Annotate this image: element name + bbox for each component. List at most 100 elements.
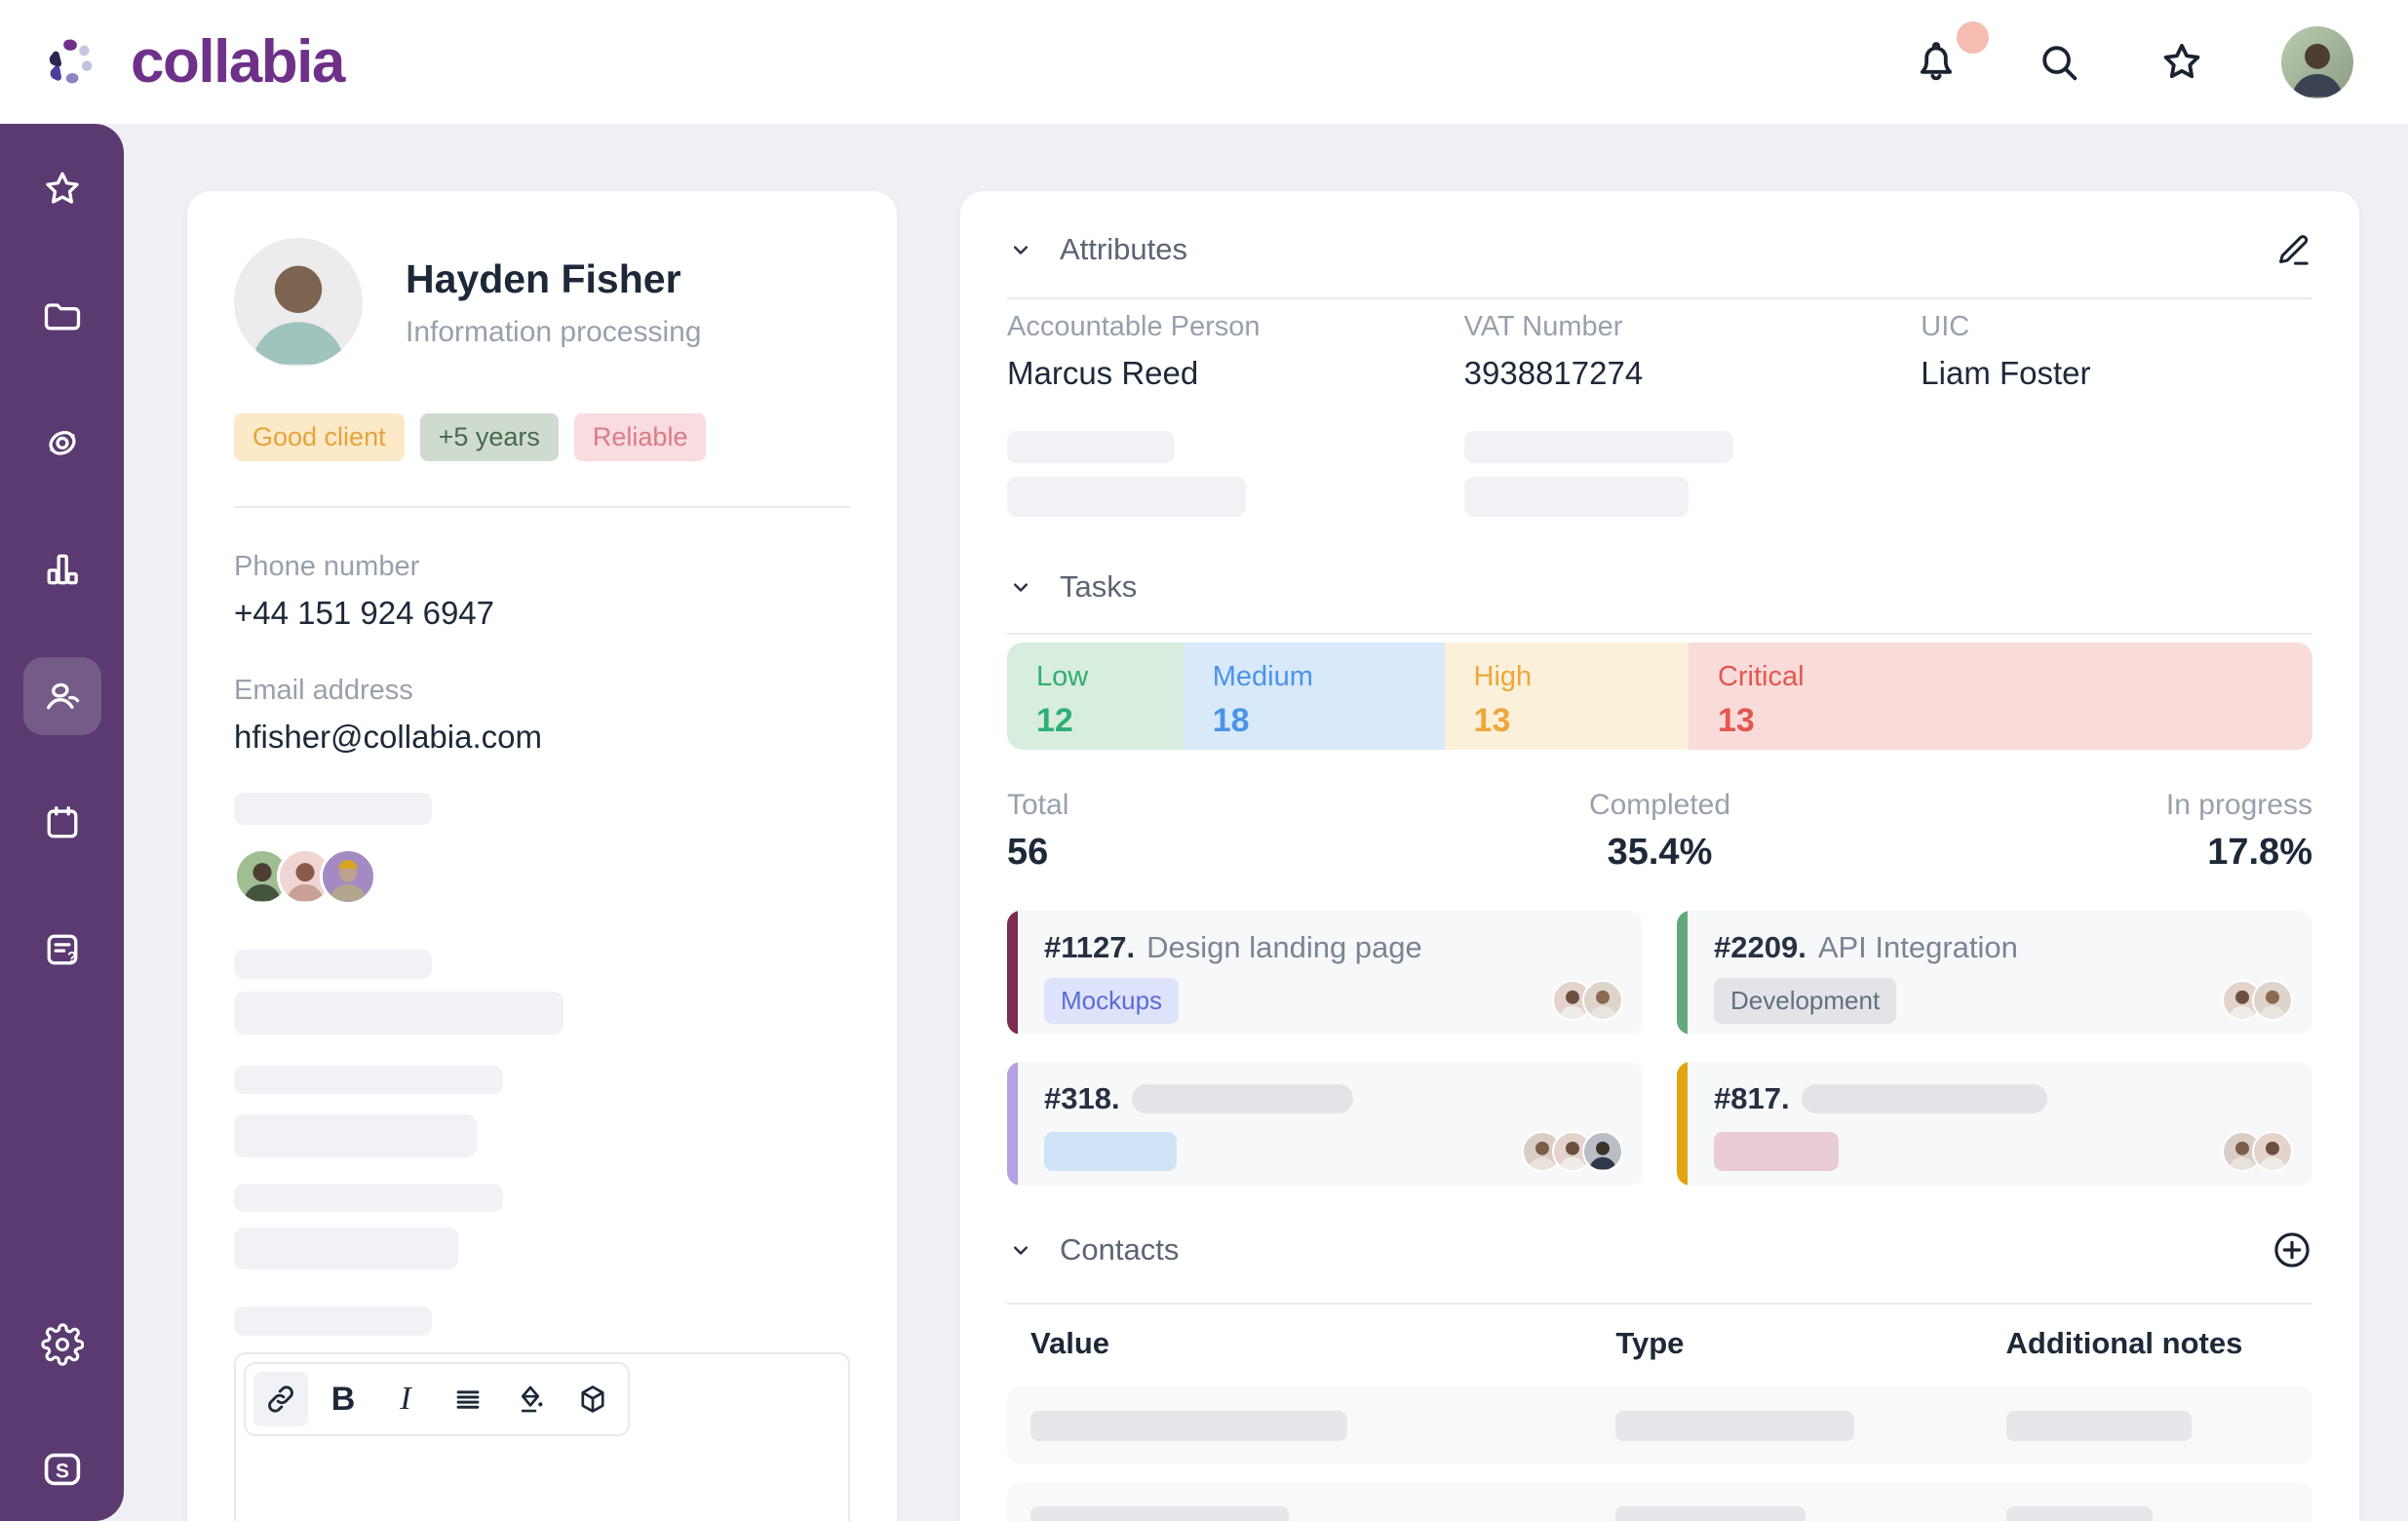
task-id: #1127. (1044, 930, 1136, 964)
divider (234, 506, 850, 508)
task-card-1127[interactable]: #1127. Design landing page Mockups (1007, 911, 1643, 1034)
task-card-318[interactable]: #318. (1007, 1062, 1643, 1186)
task-title: #1127. Design landing page (1044, 930, 1615, 965)
pencil-icon (2279, 235, 2309, 265)
task-title: #318. (1044, 1081, 1615, 1116)
column-value: Value (1030, 1326, 1109, 1360)
sidebar-item-surveys[interactable]: ? (23, 911, 101, 989)
bold-icon: B (330, 1380, 356, 1418)
stat-in-progress: In progress 17.8% (1878, 789, 2312, 874)
skeleton-bar (1615, 1505, 1806, 1521)
notes-editor[interactable]: B I (234, 1352, 850, 1521)
user-avatar[interactable] (2281, 25, 2353, 98)
sidebar-item-favorites[interactable] (23, 150, 101, 228)
header-actions (1913, 20, 2353, 98)
chevron-down-icon (1013, 583, 1029, 592)
notifications-button[interactable] (1913, 20, 1989, 86)
bar-chart-icon (47, 554, 78, 585)
add-contact-button[interactable] (2272, 1229, 2312, 1270)
task-card-2209[interactable]: #2209. API Integration Development (1677, 911, 2312, 1034)
attribute-label: VAT Number (1463, 311, 1623, 342)
attributes-section: Attributes Accountable Person Marcus Ree… (1007, 230, 2312, 517)
calendar-icon (47, 805, 77, 838)
priority-label: Low (1036, 661, 1089, 692)
sidebar-item-calendar[interactable] (23, 784, 101, 862)
divider (1007, 297, 2312, 299)
link-button[interactable] (253, 1372, 308, 1426)
priority-high: High 13 (1444, 643, 1689, 750)
column-type: Type (1615, 1326, 1685, 1360)
task-accent-bar (1677, 911, 1688, 1034)
tasks-stats: Total 56 Completed 35.4% In progress 17.… (1007, 789, 2312, 874)
search-icon (2042, 45, 2078, 80)
contact-row-skeleton (1007, 1482, 2312, 1521)
fill-color-button[interactable] (503, 1372, 558, 1426)
skeleton-bar (1615, 1410, 1855, 1441)
chevron-down-icon (1013, 1246, 1029, 1255)
edit-attributes-button[interactable] (2273, 230, 2312, 269)
attribute-label: UIC (1921, 311, 1970, 342)
sidebar-item-clients[interactable] (22, 657, 101, 735)
attribute-label: Accountable Person (1007, 311, 1261, 342)
task-accent-bar (1677, 1062, 1688, 1186)
skeleton-bar (1463, 477, 1689, 517)
s-badge-icon: S (44, 1453, 80, 1486)
skeleton-task-name (1801, 1084, 2047, 1113)
italic-button[interactable]: I (378, 1372, 433, 1426)
insert-object-button[interactable] (565, 1372, 620, 1426)
task-card-817[interactable]: #817. (1677, 1062, 2312, 1186)
sidebar-item-projects[interactable] (23, 277, 101, 355)
svg-text:S: S (55, 1460, 68, 1482)
brand: collabia (37, 27, 345, 97)
stat-label: Total (1007, 789, 1069, 821)
client-name: Hayden Fisher (406, 255, 681, 301)
main-content: Hayden Fisher Information processing Goo… (124, 124, 2408, 1521)
task-assignees (1522, 1131, 1623, 1172)
skeleton-bar (234, 1306, 432, 1336)
assignee-avatar (1522, 1131, 1563, 1172)
bold-button[interactable]: B (316, 1372, 370, 1426)
favorites-button[interactable] (2158, 39, 2205, 86)
priority-label: High (1473, 661, 1533, 692)
top-header: collabia (0, 0, 2408, 124)
sidebar-item-settings[interactable] (23, 1306, 101, 1384)
attribute-value: 3938817274 (1463, 355, 1644, 391)
svg-text:?: ? (66, 950, 76, 966)
collapse-contacts-button[interactable] (1007, 1236, 1034, 1264)
sidebar-footer-nav: S (23, 1306, 101, 1508)
sidebar-item-automation[interactable] (23, 404, 101, 482)
align-justify-icon (456, 1390, 480, 1409)
attributes-grid: Accountable Person Marcus Reed VAT Numbe… (1007, 311, 2312, 392)
tasks-header: Tasks (1007, 567, 2312, 606)
skeleton-bar (234, 1066, 503, 1094)
fill-color-icon (521, 1385, 543, 1413)
priority-count: 12 (1036, 702, 1073, 739)
plus-circle-icon (2274, 1232, 2310, 1268)
assignee-avatar (2252, 980, 2293, 1021)
align-justify-button[interactable] (441, 1372, 495, 1426)
collapse-tasks-button[interactable] (1007, 573, 1034, 601)
divider (1007, 1303, 2312, 1305)
collapse-attributes-button[interactable] (1007, 236, 1034, 263)
sidebar: ? S (0, 124, 124, 1521)
skeleton-bar (234, 1184, 503, 1212)
client-detail-card: Attributes Accountable Person Marcus Ree… (960, 191, 2359, 1521)
users-icon (46, 682, 79, 710)
stat-value: 35.4% (1607, 832, 1713, 873)
priority-count: 13 (1473, 702, 1511, 739)
task-accent-bar (1007, 911, 1018, 1034)
person-avatar (234, 848, 291, 905)
search-button[interactable] (2036, 39, 2082, 86)
stat-value: 17.8% (2207, 832, 2312, 873)
task-assignees (1552, 980, 1623, 1021)
task-accent-bar (1007, 1062, 1018, 1186)
brand-logo-icon (49, 38, 93, 83)
task-id: #2209. (1714, 930, 1806, 964)
sidebar-item-reports[interactable] (23, 530, 101, 608)
contact-row-skeleton (1007, 1386, 2312, 1464)
task-id: #817. (1714, 1081, 1790, 1115)
sidebar-item-storybook[interactable]: S (23, 1430, 101, 1508)
skeleton-bar (1007, 431, 1175, 463)
attributes-skeleton-row (1007, 431, 2312, 517)
